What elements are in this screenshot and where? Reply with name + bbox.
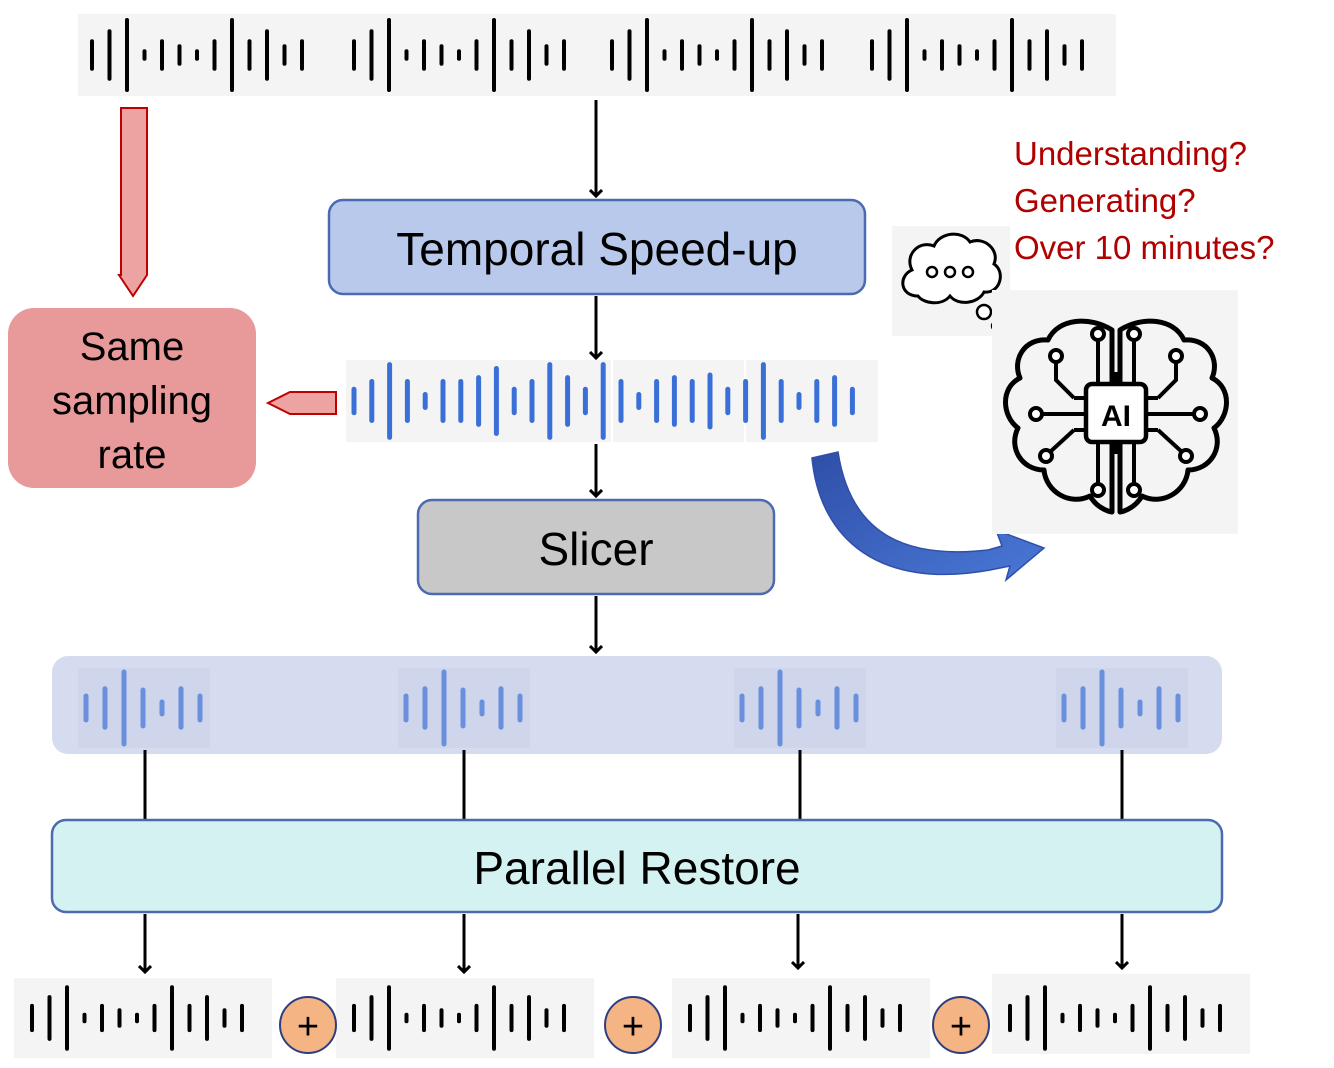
parallel-restore-node: Parallel Restore: [50, 818, 1224, 914]
red-down-arrow: [117, 107, 148, 298]
ai-brain-icon: AI: [992, 290, 1238, 534]
question-duration: Over 10 minutes?: [1014, 229, 1274, 266]
temporal-speedup-node: Temporal Speed-up: [327, 198, 867, 296]
question-understanding: Understanding?: [1014, 135, 1247, 172]
sampling-label-line-1: Same: [80, 325, 185, 369]
plus-operators: + + +: [279, 996, 990, 1054]
curved-arrow-icon: [811, 451, 1046, 583]
parallel-restore-label: Parallel Restore: [473, 842, 800, 894]
questions: Understanding? Generating? Over 10 minut…: [1014, 135, 1274, 266]
svg-text:+: +: [622, 1006, 644, 1048]
svg-text:+: +: [297, 1006, 319, 1048]
compressed-waveform: [346, 360, 878, 442]
plus-circle-icon: +: [279, 996, 337, 1054]
ai-chip-label: AI: [1101, 400, 1131, 433]
same-sampling-rate-node: Same sampling rate: [8, 308, 256, 488]
plus-circle-icon: +: [932, 996, 990, 1054]
question-generating: Generating?: [1014, 182, 1196, 219]
sliced-chunks: [52, 656, 1222, 754]
sampling-label-line-2: sampling: [52, 379, 212, 423]
output-arrows: [145, 914, 1122, 972]
plus-circle-icon: +: [604, 996, 662, 1054]
chunk-connectors: [143, 750, 1124, 820]
sampling-label-line-3: rate: [98, 433, 167, 477]
output-waveforms: [14, 974, 1250, 1058]
input-waveform: [78, 14, 1116, 96]
slicer-node: Slicer: [416, 498, 776, 596]
slicer-label: Slicer: [538, 523, 653, 575]
temporal-speedup-label: Temporal Speed-up: [396, 223, 797, 275]
red-left-arrow: [265, 391, 337, 415]
svg-text:+: +: [950, 1006, 972, 1048]
